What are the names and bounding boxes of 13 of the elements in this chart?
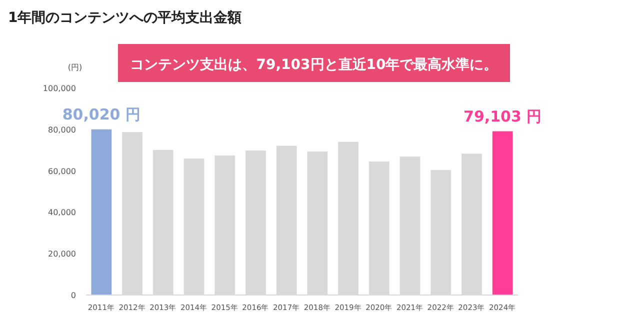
y-tick-label: 60,000 [48,166,76,176]
text: コンテンツ支出は、79,103円と直近10年で最高水準に。 [130,56,498,73]
y-axis-title: (円) [68,63,82,72]
data-label: 80,020 円 [62,105,140,124]
y-tick-label: 80,000 [48,125,76,134]
y-tick-label: 100,000 [42,84,76,93]
y-tick-label: 20,000 [48,250,76,259]
y-tick-label: 40,000 [48,208,76,218]
data-label: 79,103 円 [464,107,542,126]
bar [492,131,513,295]
bar [91,129,112,295]
chart-title: 1年間のコンテンツへの平均支出金額 [8,9,242,26]
y-tick-label: 0 [70,291,76,300]
